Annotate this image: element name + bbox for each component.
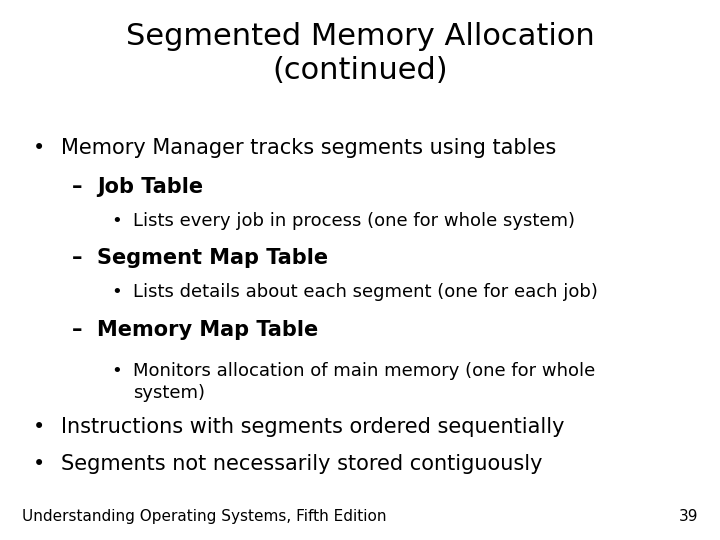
Text: •: •: [112, 362, 122, 380]
Text: Segment Map Table: Segment Map Table: [97, 248, 328, 268]
Text: 39: 39: [679, 509, 698, 524]
Text: Monitors allocation of main memory (one for whole
system): Monitors allocation of main memory (one …: [133, 362, 595, 402]
Text: •: •: [32, 138, 45, 158]
Text: Memory Manager tracks segments using tables: Memory Manager tracks segments using tab…: [61, 138, 557, 158]
Text: –: –: [72, 177, 83, 197]
Text: Job Table: Job Table: [97, 177, 203, 197]
Text: •: •: [32, 454, 45, 474]
Text: Understanding Operating Systems, Fifth Edition: Understanding Operating Systems, Fifth E…: [22, 509, 386, 524]
Text: Segments not necessarily stored contiguously: Segments not necessarily stored contiguo…: [61, 454, 543, 474]
Text: –: –: [72, 320, 83, 340]
Text: •: •: [112, 212, 122, 230]
Text: Memory Map Table: Memory Map Table: [97, 320, 318, 340]
Text: •: •: [32, 417, 45, 437]
Text: Lists details about each segment (one for each job): Lists details about each segment (one fo…: [133, 283, 598, 301]
Text: Segmented Memory Allocation
(continued): Segmented Memory Allocation (continued): [125, 22, 595, 85]
Text: Instructions with segments ordered sequentially: Instructions with segments ordered seque…: [61, 417, 564, 437]
Text: –: –: [72, 248, 83, 268]
Text: •: •: [112, 283, 122, 301]
Text: Lists every job in process (one for whole system): Lists every job in process (one for whol…: [133, 212, 575, 230]
